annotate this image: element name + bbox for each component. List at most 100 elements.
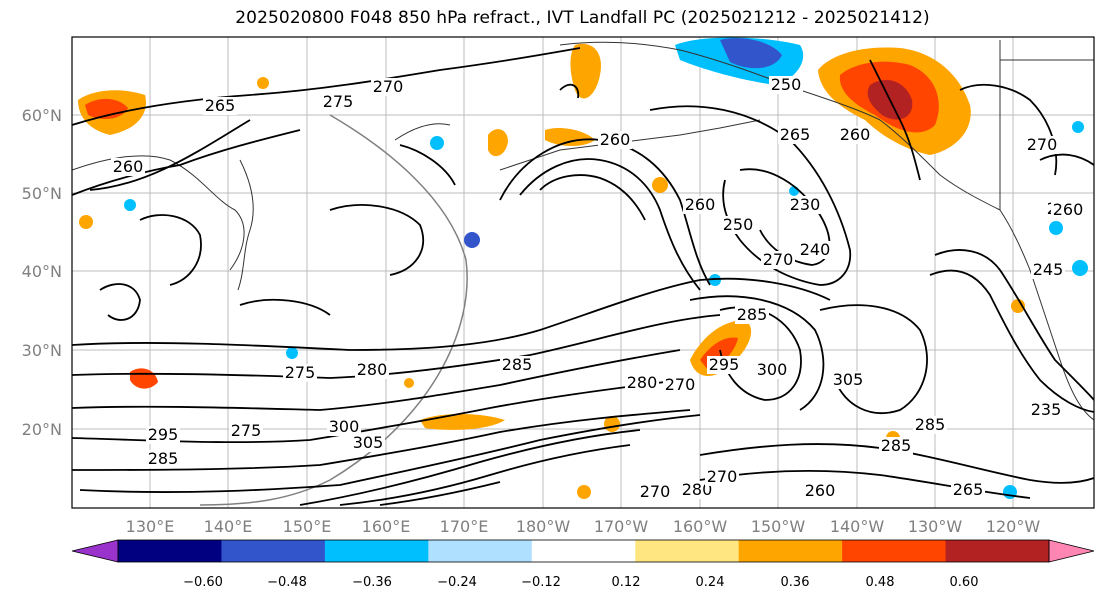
contour-label: 260 xyxy=(805,481,836,500)
contour-label-bg xyxy=(798,241,832,259)
colorbar-box xyxy=(635,540,740,562)
contour-label: 260 xyxy=(840,125,871,144)
contour-label-bg xyxy=(838,126,872,144)
colorbar-tick-label: −0.24 xyxy=(437,575,477,590)
small-anomaly xyxy=(79,215,93,229)
contour-label: 285 xyxy=(502,355,533,374)
contour-label-bg xyxy=(721,216,755,234)
small-anomaly xyxy=(652,177,668,193)
map-title: 2025020800 F048 850 hPa refract., IVT La… xyxy=(235,8,930,28)
colorbar-box xyxy=(428,540,533,562)
contour-label-bg xyxy=(663,376,697,394)
colorbar-extend-low xyxy=(71,539,119,563)
small-anomaly xyxy=(464,232,480,248)
lon-labels: 130°E 140°E 150°E 160°E 170°E 180°W 170°… xyxy=(126,517,1041,536)
lon-label: 150°E xyxy=(283,517,332,536)
lon-label: 130°E xyxy=(126,517,175,536)
lon-label: 170°E xyxy=(440,517,489,536)
map-frame xyxy=(71,36,1095,509)
contour-label: 270 xyxy=(373,77,404,96)
contour-label: 245 xyxy=(1033,260,1064,279)
lon-label: 130°W xyxy=(908,517,963,536)
contour-label-bg xyxy=(321,93,355,111)
contour-label-bg xyxy=(1031,261,1065,279)
contour-label-bg xyxy=(1029,401,1063,419)
colorbar-tick-label: 0.12 xyxy=(612,575,641,590)
small-anomaly xyxy=(257,77,269,89)
colorbar-tick-label: −0.12 xyxy=(521,575,561,590)
contour-label: 295 xyxy=(709,355,740,374)
colorbar-ticks: −0.60 −0.48 −0.36 −0.24 −0.12 0.12 0.24 … xyxy=(183,575,978,590)
colorbar-tick-label: 0.36 xyxy=(781,575,810,590)
reference-curve xyxy=(199,114,468,506)
colorbar-tick-label: −0.48 xyxy=(267,575,307,590)
lat-label-60n: 60°N xyxy=(22,106,62,125)
contour-label: 285 xyxy=(148,449,179,468)
colorbar xyxy=(71,539,1095,563)
colorbar-tick-label: 0.60 xyxy=(950,575,979,590)
contour-label-bg xyxy=(879,437,913,455)
colorbar-tick-label: −0.36 xyxy=(352,575,392,590)
lon-label: 140°E xyxy=(204,517,253,536)
small-anomaly xyxy=(577,485,591,499)
contour-label: 285 xyxy=(881,436,912,455)
colorbar-box xyxy=(531,540,636,562)
contour-label: 300 xyxy=(329,417,360,436)
contour-label: 285 xyxy=(915,415,946,434)
lon-label: 180°W xyxy=(516,517,571,536)
small-anomaly xyxy=(1049,221,1063,235)
small-anomaly xyxy=(430,136,444,150)
contour-label-bg xyxy=(203,97,237,115)
contour-label: 305 xyxy=(833,370,864,389)
contour-label: 260 xyxy=(600,130,631,149)
contour-label-bg xyxy=(327,418,361,436)
contour-label: 270 xyxy=(640,482,671,501)
contour-lines xyxy=(72,47,1094,506)
contour-label-bg xyxy=(705,468,739,486)
colorbar-box xyxy=(221,540,326,562)
contour-label-bg xyxy=(761,251,795,269)
colorbar-box xyxy=(324,540,429,562)
lat-label-40n: 40°N xyxy=(22,262,62,281)
contour-label-bg xyxy=(755,361,789,379)
contour-label-bg xyxy=(146,426,180,444)
contour-label-bg xyxy=(707,356,741,374)
contour-label: 240 xyxy=(800,240,831,259)
colorbar-frame xyxy=(117,539,1050,563)
contour-label-bg xyxy=(500,356,534,374)
contour-label: 280 xyxy=(627,373,658,392)
contour-label-bg xyxy=(351,434,385,452)
colorbar-box xyxy=(842,540,947,562)
contour-label: 265 xyxy=(953,480,984,499)
contour-label: 280 xyxy=(357,360,388,379)
contour-label-bg xyxy=(229,422,263,440)
contour-label: 295 xyxy=(148,425,179,444)
contour-label: 305 xyxy=(353,433,384,452)
lon-label: 160°E xyxy=(362,517,411,536)
contour-label-bg xyxy=(788,196,822,214)
lon-label: 140°W xyxy=(830,517,885,536)
contour-label-bg xyxy=(111,158,145,176)
contour-label: 270 xyxy=(763,250,794,269)
contour-labels: 265 275 270 260 250 260 265 260 250 270 240 230 260 2… xyxy=(111,75,1085,501)
contour-label-bg xyxy=(625,374,659,392)
colorbar-box xyxy=(738,540,843,562)
contour-label-bg xyxy=(913,416,947,434)
colorbar-tick-label: −0.60 xyxy=(183,575,223,590)
contour-label: 250 xyxy=(771,75,802,94)
small-anomaly xyxy=(124,199,136,211)
siberia-anomaly xyxy=(570,43,601,99)
lon-label: 150°W xyxy=(751,517,806,536)
small-anomaly xyxy=(1011,299,1025,313)
contour-label: 275 xyxy=(323,92,354,111)
okhotsk-anomaly xyxy=(488,129,508,157)
contour-label-bg xyxy=(803,482,837,500)
lon-label: 120°W xyxy=(986,517,1041,536)
contour-label: 275 xyxy=(231,421,262,440)
contour-label-bg xyxy=(1025,136,1059,154)
contour-label-bg xyxy=(778,126,812,144)
lat-label-20n: 20°N xyxy=(22,420,62,439)
contour-label-bg xyxy=(283,364,317,382)
contour-label-bg xyxy=(598,131,632,149)
